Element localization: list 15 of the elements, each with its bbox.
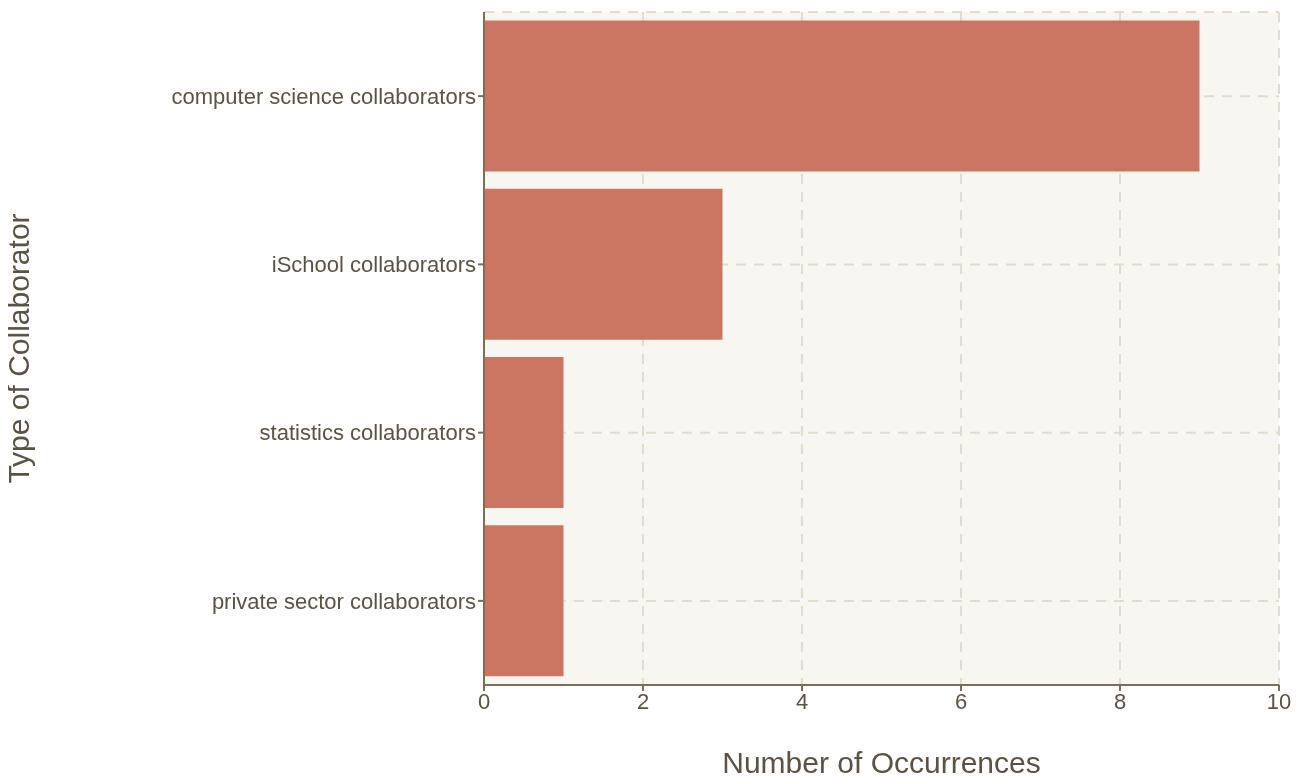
x-tick-label: 10 bbox=[1266, 688, 1292, 714]
x-tick-label: 2 bbox=[636, 688, 650, 714]
bar bbox=[484, 188, 723, 340]
x-axis-title: Number of Occurrences bbox=[722, 746, 1041, 778]
x-tick-label: 4 bbox=[795, 688, 809, 714]
y-tick-label: iSchool collaborators bbox=[271, 252, 476, 278]
x-tick-label: 8 bbox=[1113, 688, 1127, 714]
y-tick-label: statistics collaborators bbox=[259, 420, 476, 446]
y-tick-label: private sector collaborators bbox=[211, 588, 476, 614]
x-tick-label: 6 bbox=[954, 688, 968, 714]
y-tick-label: computer science collaborators bbox=[171, 83, 476, 109]
bar bbox=[484, 20, 1200, 172]
bar bbox=[484, 356, 564, 508]
bar bbox=[484, 525, 564, 677]
x-tick-label: 0 bbox=[477, 688, 491, 714]
